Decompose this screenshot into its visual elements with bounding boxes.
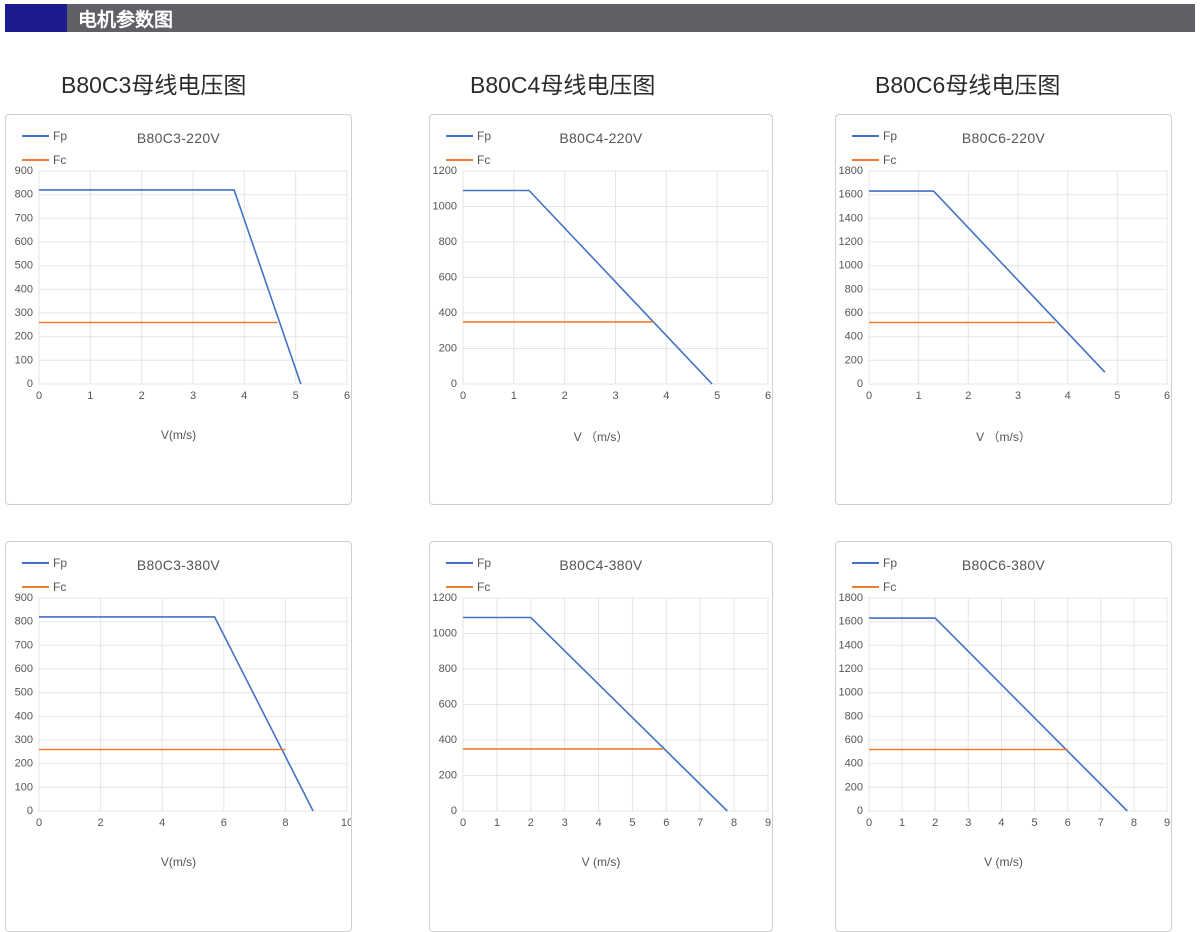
- svg-text:1: 1: [899, 817, 905, 829]
- svg-text:1200: 1200: [839, 663, 863, 675]
- svg-text:600: 600: [439, 699, 457, 711]
- svg-text:0: 0: [866, 817, 872, 829]
- svg-text:0: 0: [460, 390, 466, 402]
- svg-text:100: 100: [15, 354, 33, 366]
- svg-text:600: 600: [845, 307, 863, 319]
- svg-text:400: 400: [439, 734, 457, 746]
- svg-text:200: 200: [439, 343, 457, 355]
- svg-text:2: 2: [528, 817, 534, 829]
- svg-text:800: 800: [15, 616, 33, 628]
- svg-text:1000: 1000: [839, 687, 863, 699]
- svg-text:10: 10: [341, 817, 352, 829]
- svg-text:5: 5: [293, 390, 299, 402]
- svg-text:400: 400: [15, 710, 33, 722]
- svg-text:4: 4: [241, 390, 247, 402]
- svg-text:9: 9: [765, 817, 771, 829]
- svg-text:9: 9: [1164, 817, 1170, 829]
- svg-text:6: 6: [1065, 817, 1071, 829]
- svg-text:200: 200: [439, 770, 457, 782]
- svg-text:800: 800: [15, 189, 33, 201]
- svg-text:1: 1: [494, 817, 500, 829]
- svg-text:800: 800: [439, 663, 457, 675]
- svg-text:2: 2: [932, 817, 938, 829]
- svg-text:6: 6: [1164, 390, 1170, 402]
- svg-text:1000: 1000: [433, 201, 457, 213]
- svg-text:4: 4: [596, 817, 602, 829]
- svg-text:300: 300: [15, 307, 33, 319]
- svg-text:0: 0: [460, 817, 466, 829]
- svg-text:600: 600: [845, 734, 863, 746]
- svg-text:300: 300: [15, 734, 33, 746]
- svg-text:2: 2: [965, 390, 971, 402]
- svg-text:400: 400: [439, 307, 457, 319]
- svg-text:7: 7: [697, 817, 703, 829]
- svg-text:5: 5: [714, 390, 720, 402]
- svg-text:1600: 1600: [839, 616, 863, 628]
- svg-text:400: 400: [845, 331, 863, 343]
- svg-text:8: 8: [731, 817, 737, 829]
- svg-text:1: 1: [511, 390, 517, 402]
- svg-text:200: 200: [845, 354, 863, 366]
- svg-text:8: 8: [1131, 817, 1137, 829]
- svg-text:6: 6: [663, 817, 669, 829]
- svg-text:700: 700: [15, 212, 33, 224]
- svg-text:4: 4: [1065, 390, 1071, 402]
- svg-text:1600: 1600: [839, 189, 863, 201]
- svg-text:1000: 1000: [839, 260, 863, 272]
- svg-text:5: 5: [1032, 817, 1038, 829]
- svg-text:600: 600: [15, 663, 33, 675]
- svg-text:4: 4: [663, 390, 669, 402]
- svg-text:100: 100: [15, 781, 33, 793]
- svg-text:0: 0: [451, 805, 457, 817]
- svg-text:1200: 1200: [839, 236, 863, 248]
- svg-text:600: 600: [15, 236, 33, 248]
- svg-text:0: 0: [27, 805, 33, 817]
- svg-text:800: 800: [845, 710, 863, 722]
- svg-text:600: 600: [439, 272, 457, 284]
- svg-text:500: 500: [15, 260, 33, 272]
- svg-text:5: 5: [1114, 390, 1120, 402]
- svg-text:0: 0: [27, 378, 33, 390]
- svg-text:3: 3: [562, 817, 568, 829]
- svg-text:4: 4: [998, 817, 1004, 829]
- svg-text:5: 5: [629, 817, 635, 829]
- svg-text:0: 0: [36, 817, 42, 829]
- svg-text:6: 6: [221, 817, 227, 829]
- svg-text:0: 0: [451, 378, 457, 390]
- svg-text:6: 6: [344, 390, 350, 402]
- svg-text:400: 400: [15, 283, 33, 295]
- svg-text:200: 200: [845, 781, 863, 793]
- svg-text:0: 0: [36, 390, 42, 402]
- svg-text:0: 0: [857, 805, 863, 817]
- svg-text:2: 2: [562, 390, 568, 402]
- svg-text:7: 7: [1098, 817, 1104, 829]
- svg-text:3: 3: [1015, 390, 1021, 402]
- svg-text:3: 3: [612, 390, 618, 402]
- svg-text:400: 400: [845, 758, 863, 770]
- svg-text:1400: 1400: [839, 639, 863, 651]
- svg-text:800: 800: [439, 236, 457, 248]
- svg-text:4: 4: [159, 817, 165, 829]
- svg-text:700: 700: [15, 639, 33, 651]
- svg-text:1: 1: [87, 390, 93, 402]
- svg-text:500: 500: [15, 687, 33, 699]
- svg-text:0: 0: [866, 390, 872, 402]
- svg-text:800: 800: [845, 283, 863, 295]
- svg-text:3: 3: [190, 390, 196, 402]
- svg-text:1400: 1400: [839, 212, 863, 224]
- svg-text:3: 3: [965, 817, 971, 829]
- svg-text:1000: 1000: [433, 628, 457, 640]
- svg-text:2: 2: [98, 817, 104, 829]
- svg-text:8: 8: [282, 817, 288, 829]
- svg-text:200: 200: [15, 758, 33, 770]
- svg-text:6: 6: [765, 390, 771, 402]
- svg-text:2: 2: [139, 390, 145, 402]
- svg-text:0: 0: [857, 378, 863, 390]
- svg-text:1: 1: [916, 390, 922, 402]
- svg-text:200: 200: [15, 331, 33, 343]
